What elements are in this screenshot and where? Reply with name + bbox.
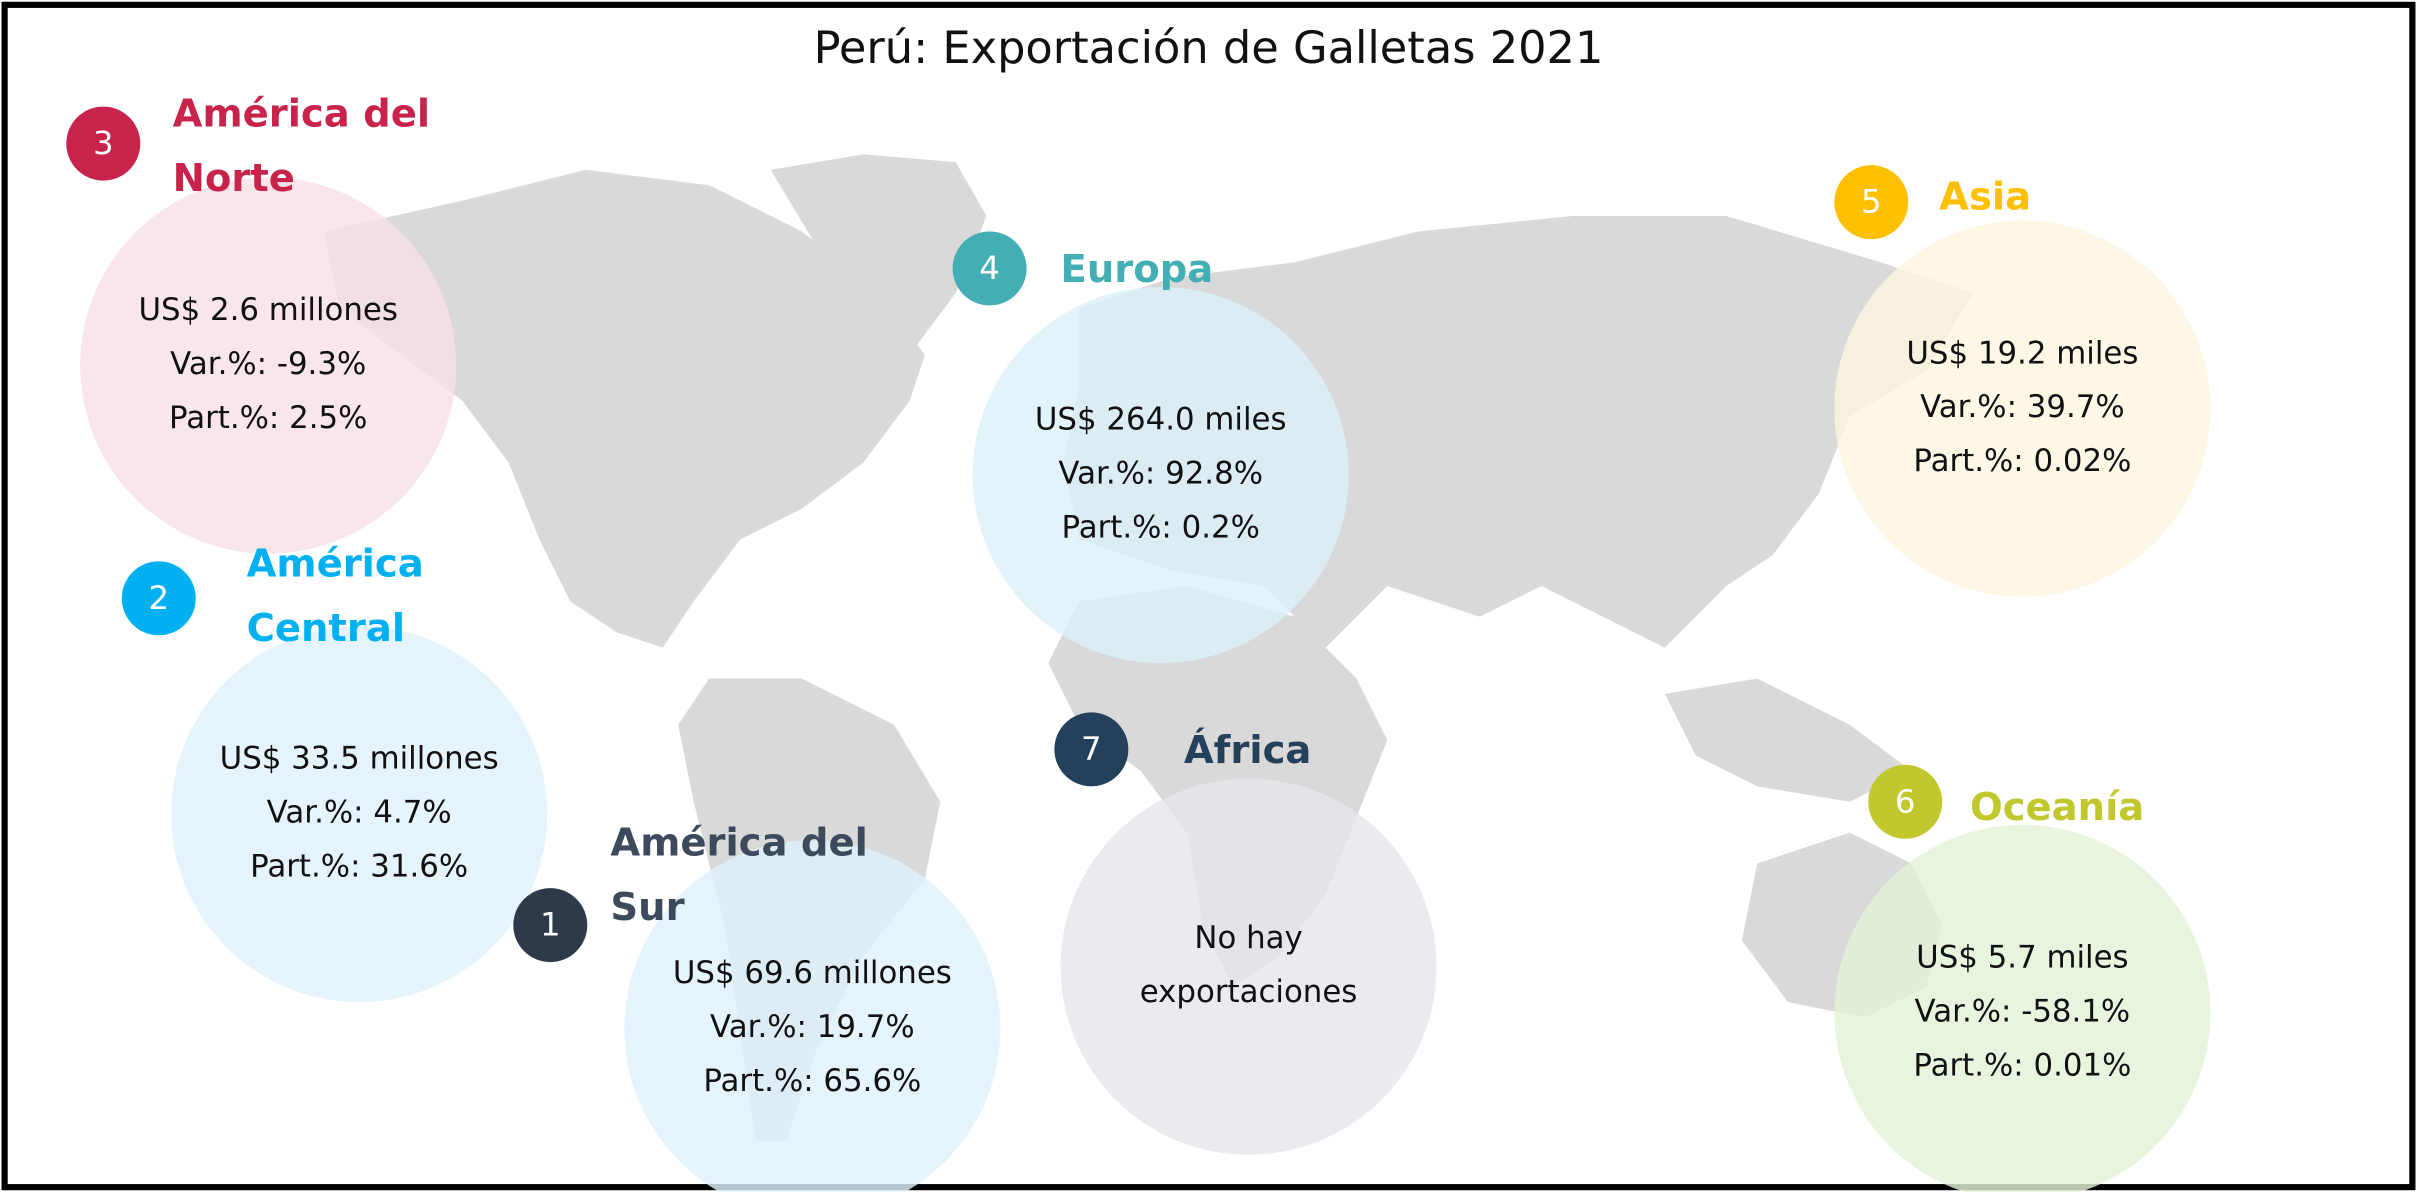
region-value: US$ 19.2 miles: [1906, 335, 2138, 371]
region-bubble: [171, 626, 548, 1003]
region-value: Part.%: 0.2%: [1062, 509, 1260, 545]
region-badge: [121, 561, 196, 636]
region-name: Norte: [173, 156, 295, 201]
region-value: Var.%: 4.7%: [267, 795, 452, 831]
region-value: No hay: [1194, 920, 1302, 956]
region-value: Part.%: 31.6%: [250, 849, 468, 885]
region-name: Europa: [1061, 247, 1214, 292]
region-bubble: [972, 286, 1349, 664]
region-bubble: [624, 840, 1001, 1192]
region-number: 4: [979, 249, 1000, 287]
region-value: US$ 264.0 miles: [1035, 402, 1287, 438]
region-number: 1: [540, 906, 561, 944]
region-name: Asia: [1939, 175, 2031, 220]
region-value: US$ 2.6 millones: [139, 292, 398, 328]
region-name: Central: [247, 606, 405, 651]
region-bubble: [1834, 220, 2211, 597]
region-name: América del: [610, 820, 867, 865]
region-badge: [513, 888, 588, 963]
region-value: Part.%: 2.5%: [169, 400, 367, 436]
region-value: Part.%: 0.02%: [1913, 443, 2131, 479]
region-badge: [1868, 764, 1943, 839]
region-value: Var.%: -9.3%: [170, 346, 366, 382]
region-name: Oceanía: [1970, 785, 2144, 830]
region-value: Var.%: 92.8%: [1058, 455, 1263, 491]
region-number: 2: [148, 579, 169, 617]
region-name: Sur: [610, 885, 684, 930]
region-value: US$ 69.6 millones: [673, 955, 952, 991]
region-badge: [1054, 712, 1129, 787]
region-value: Var.%: 39.7%: [1920, 389, 2125, 425]
region-value: Part.%: 65.6%: [703, 1063, 921, 1099]
region-bubble: [1060, 778, 1437, 1155]
region-value: exportaciones: [1140, 974, 1358, 1010]
region-name: América: [247, 541, 424, 586]
region-value: US$ 33.5 millones: [220, 741, 499, 777]
title: Perú: Exportación de Galletas 2021: [814, 22, 1604, 74]
region-value: Part.%: 0.01%: [1913, 1047, 2131, 1083]
region-value: Var.%: -58.1%: [1915, 993, 2131, 1029]
region-value: US$ 5.7 miles: [1916, 940, 2128, 976]
region-bubble: [80, 177, 457, 554]
region-number: 6: [1895, 782, 1916, 820]
region-number: 5: [1861, 183, 1882, 221]
region-badge: [1834, 165, 1909, 240]
region-bubble: [1834, 824, 2211, 1192]
region-badge: [66, 106, 141, 181]
region-badge: [952, 231, 1027, 306]
region-number: 7: [1081, 730, 1102, 768]
region-name: América del: [173, 91, 430, 136]
region-name: África: [1184, 726, 1312, 773]
region-value: Var.%: 19.7%: [710, 1009, 915, 1045]
region-number: 3: [93, 124, 114, 162]
